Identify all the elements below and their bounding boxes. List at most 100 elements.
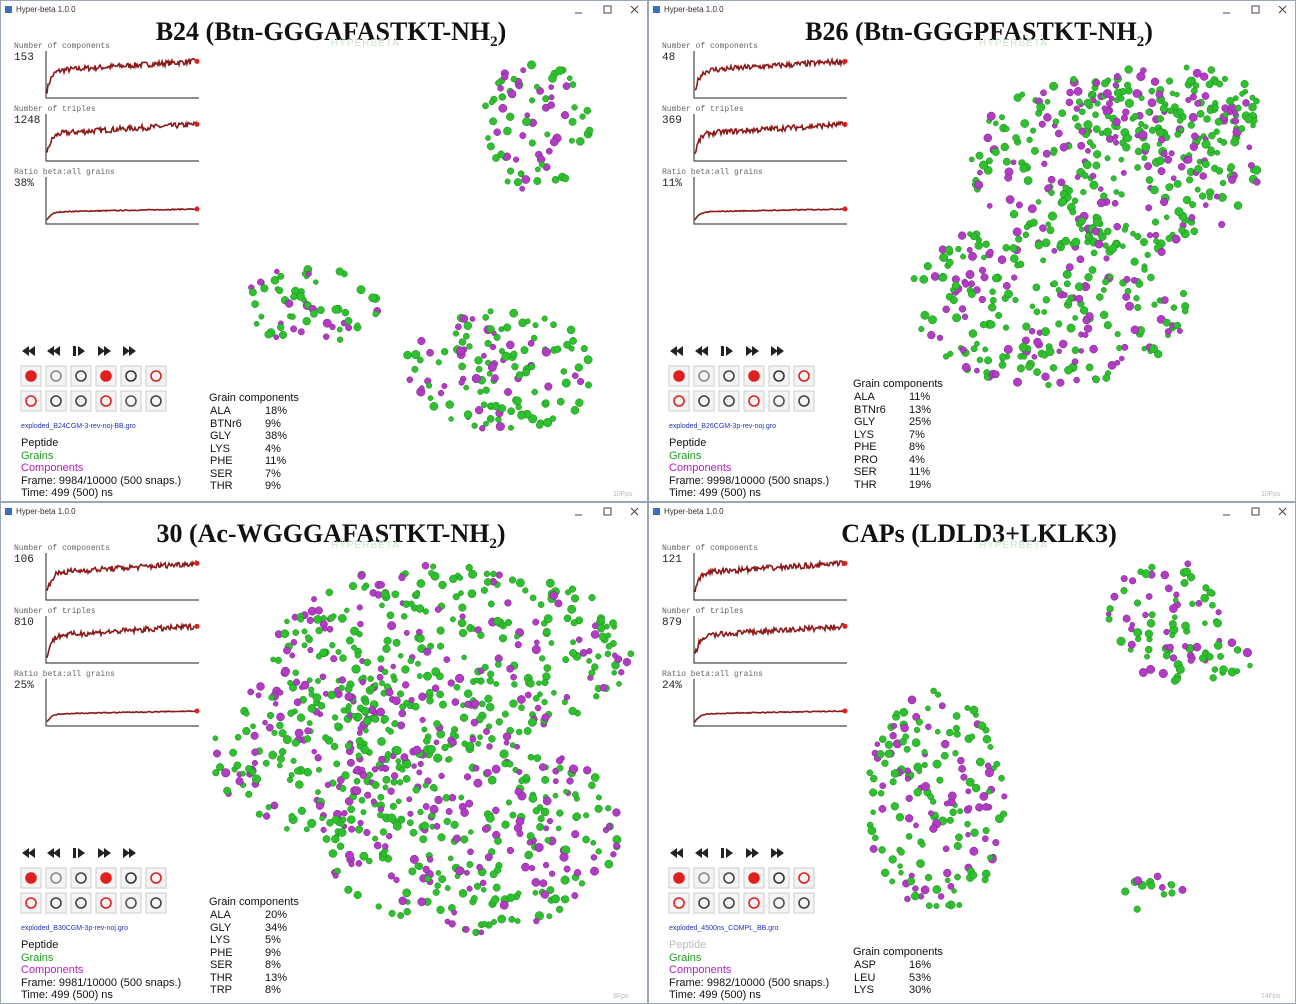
media-button[interactable] (98, 848, 111, 858)
tool-button[interactable] (744, 366, 764, 386)
atom (348, 826, 354, 832)
media-button[interactable] (746, 848, 759, 858)
tool-button[interactable] (121, 893, 141, 913)
media-button[interactable] (771, 346, 784, 356)
tool-button[interactable] (96, 893, 116, 913)
media-button[interactable] (746, 346, 759, 356)
tool-button[interactable] (694, 893, 714, 913)
media-button[interactable] (670, 848, 683, 858)
tool-button[interactable] (121, 868, 141, 888)
tool-button[interactable] (719, 391, 739, 411)
tool-button[interactable] (71, 391, 91, 411)
atom (547, 886, 554, 893)
maximize-button[interactable] (1252, 508, 1259, 515)
atom (1174, 322, 1181, 329)
tool-button[interactable] (794, 366, 814, 386)
media-button[interactable] (123, 346, 136, 356)
media-button[interactable] (47, 848, 60, 858)
atom (468, 590, 476, 598)
media-button[interactable] (47, 346, 60, 356)
tool-button[interactable] (21, 868, 41, 888)
media-button[interactable] (695, 848, 708, 858)
media-button[interactable] (771, 848, 784, 858)
atom (417, 770, 422, 775)
media-button[interactable] (670, 346, 683, 356)
tool-button[interactable] (769, 868, 789, 888)
media-button[interactable] (22, 346, 35, 356)
atom (550, 416, 556, 422)
tool-button[interactable] (769, 893, 789, 913)
atom (562, 175, 569, 182)
atom (373, 311, 379, 317)
maximize-button[interactable] (604, 508, 611, 515)
tool-frame (719, 366, 739, 386)
tool-button[interactable] (46, 868, 66, 888)
tool-button[interactable] (669, 391, 689, 411)
tool-button[interactable] (669, 893, 689, 913)
tool-button[interactable] (769, 366, 789, 386)
atom (404, 351, 412, 359)
tool-button[interactable] (96, 868, 116, 888)
tool-button[interactable] (71, 893, 91, 913)
media-button[interactable] (123, 848, 136, 858)
tool-button[interactable] (794, 868, 814, 888)
atom (977, 357, 983, 363)
tool-button[interactable] (96, 366, 116, 386)
media-icon (73, 848, 85, 858)
tool-button[interactable] (121, 366, 141, 386)
tool-button[interactable] (744, 868, 764, 888)
maximize-button[interactable] (604, 6, 611, 13)
media-button[interactable] (695, 346, 708, 356)
tool-button[interactable] (719, 893, 739, 913)
tool-button[interactable] (794, 391, 814, 411)
tool-button[interactable] (769, 391, 789, 411)
tool-button[interactable] (744, 893, 764, 913)
tool-button[interactable] (694, 868, 714, 888)
atom (279, 331, 287, 339)
media-button[interactable] (721, 346, 733, 356)
media-button[interactable] (73, 848, 85, 858)
atom (277, 324, 284, 331)
tool-button[interactable] (21, 893, 41, 913)
atom (975, 181, 983, 189)
tool-button[interactable] (21, 366, 41, 386)
media-button[interactable] (73, 346, 85, 356)
tool-button[interactable] (71, 366, 91, 386)
tool-button[interactable] (719, 366, 739, 386)
tool-button[interactable] (694, 366, 714, 386)
media-button[interactable] (98, 346, 111, 356)
tool-button[interactable] (71, 868, 91, 888)
tool-button[interactable] (744, 391, 764, 411)
tool-button[interactable] (719, 868, 739, 888)
close-button[interactable] (631, 6, 638, 13)
media-button[interactable] (721, 848, 733, 858)
tool-button[interactable] (694, 391, 714, 411)
close-button[interactable] (631, 508, 638, 515)
legend-item: Components (21, 965, 83, 976)
tool-button[interactable] (146, 366, 166, 386)
tool-button[interactable] (21, 391, 41, 411)
tool-button[interactable] (96, 391, 116, 411)
close-button[interactable] (1279, 6, 1286, 13)
atom (493, 884, 500, 891)
tool-button[interactable] (669, 868, 689, 888)
atom (266, 804, 272, 810)
atom (293, 670, 299, 676)
tool-button[interactable] (46, 391, 66, 411)
tool-button[interactable] (46, 366, 66, 386)
close-button[interactable] (1279, 508, 1286, 515)
atom (1191, 228, 1198, 235)
tool-button[interactable] (794, 893, 814, 913)
tool-button[interactable] (146, 893, 166, 913)
tool-button[interactable] (46, 893, 66, 913)
media-button[interactable] (22, 848, 35, 858)
atom (879, 805, 886, 812)
atom (931, 272, 939, 280)
atom (1153, 232, 1159, 238)
tool-button[interactable] (121, 391, 141, 411)
tool-button[interactable] (669, 366, 689, 386)
tool-button[interactable] (146, 868, 166, 888)
tool-button[interactable] (146, 391, 166, 411)
atom (479, 930, 484, 935)
maximize-button[interactable] (1252, 6, 1259, 13)
